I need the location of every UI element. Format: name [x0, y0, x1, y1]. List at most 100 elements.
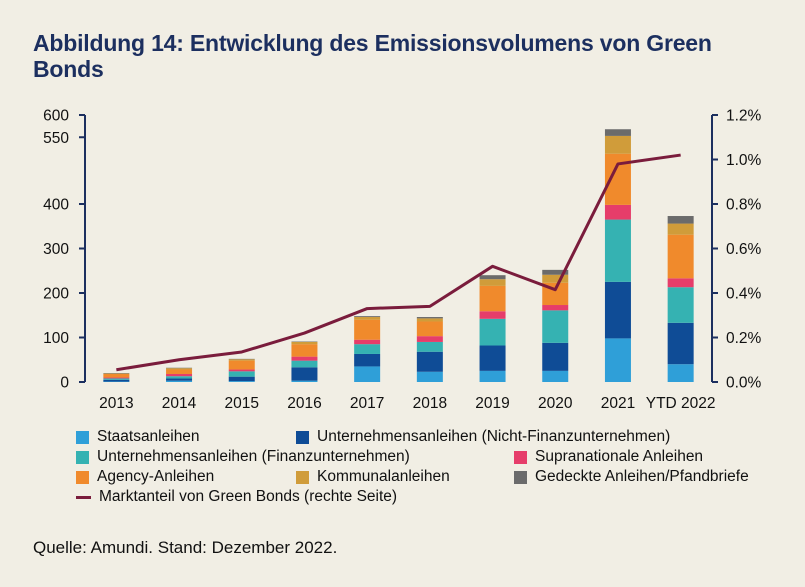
legend-label: Unternehmensanleihen (Finanzunternehmen) [97, 448, 410, 465]
bar-segment [166, 376, 193, 379]
legend-swatch [296, 430, 309, 444]
legend-swatch [76, 430, 89, 444]
legend-swatch [296, 470, 309, 484]
x-axis-tick-label: 2019 [475, 395, 509, 412]
bar-segment [542, 274, 569, 283]
chart-title: Abbildung 14: Entwicklung des Emissionsv… [33, 30, 712, 82]
right-axis-tick-label: 1.0% [726, 152, 762, 169]
legend-item-agency: Agency-Anleihen [76, 468, 214, 486]
bar-segment [416, 341, 443, 352]
legend-label: Supranationale Anleihen [535, 448, 704, 465]
bar-segment [667, 278, 694, 288]
x-axis-tick-label: 2018 [413, 395, 447, 412]
left-axis-tick-label: 400 [43, 197, 69, 214]
bar-segment [416, 318, 443, 322]
bar-segment [479, 279, 506, 286]
bar-segment [667, 287, 694, 323]
bar-segment [479, 318, 506, 346]
bar-segment [354, 366, 381, 382]
bar-segment [542, 310, 569, 343]
bar-segment [354, 344, 381, 354]
bar-segment [604, 219, 631, 282]
legend-label: Unternehmensanleihen (Nicht-Finanzuntern… [317, 428, 671, 445]
bar-segment [479, 311, 506, 319]
legend-label: Marktanteil von Green Bonds (rechte Seit… [99, 488, 398, 505]
left-axis-tick-label: 600 [43, 108, 69, 125]
bar-segment [228, 371, 255, 377]
bar-segment [291, 341, 318, 345]
legend-item-pfandbriefe: Gedeckte Anleihen/Pfandbriefe [514, 468, 749, 486]
bar-segment [291, 380, 318, 382]
legend-swatch [514, 450, 527, 464]
bar-segment [542, 305, 569, 311]
bar-segment [416, 321, 443, 337]
right-axis-tick-label: 0.6% [726, 241, 762, 258]
bar-segment [354, 339, 381, 345]
bar-segment [667, 364, 694, 382]
legend-swatch [514, 470, 527, 484]
legend-swatch [76, 470, 89, 484]
bar-segment [354, 353, 381, 367]
bar-segment [228, 369, 255, 372]
source-note: Quelle: Amundi. Stand: Dezember 2022. [33, 538, 338, 557]
bar-segment [604, 338, 631, 382]
bar-segment [228, 359, 255, 361]
bar-segment [416, 336, 443, 342]
bar-segment [228, 376, 255, 382]
bar-segment [103, 377, 130, 379]
bar-segment [542, 269, 569, 275]
bar-segment [542, 370, 569, 382]
legend-item-kommunal: Kommunalanleihen [296, 468, 450, 486]
bar-segment [291, 360, 318, 368]
bar-segment [166, 380, 193, 382]
right-axis-tick-label: 0.8% [726, 197, 762, 214]
bar-segment [416, 317, 443, 319]
bar-segment [416, 371, 443, 382]
bar-segment [604, 204, 631, 220]
left-axis-tick-label: 300 [43, 241, 69, 258]
bar-segment [103, 379, 130, 382]
bar-segment [291, 367, 318, 381]
bar-segment [479, 275, 506, 280]
x-axis-tick-label: 2015 [225, 395, 259, 412]
legend-item-staatsanleihen: Staatsanleihen [76, 428, 200, 446]
market-share-line [116, 153, 681, 372]
right-axis-tick-label: 0.2% [726, 330, 762, 347]
bar-segment [166, 369, 193, 374]
bar-segment [479, 285, 506, 312]
bar-segment [604, 129, 631, 136]
bar-segment [479, 370, 506, 382]
bar-segment [291, 344, 318, 357]
bar-segment [667, 216, 694, 224]
legend-item-supranational: Supranationale Anleihen [514, 448, 703, 466]
bar-segment [228, 381, 255, 382]
bar-segment [354, 319, 381, 340]
legend-item-marktanteil: Marktanteil von Green Bonds (rechte Seit… [76, 488, 397, 506]
bar-segment [604, 281, 631, 339]
chart-canvas: 0 100 200 300 400 550 600 0.0% 0.2% 0.4% 0.6% 0.8% 1… [43, 108, 762, 413]
bar-segment [604, 135, 631, 154]
right-axis-tick-label: 0.4% [726, 286, 762, 303]
bar-segment [542, 342, 569, 371]
right-axis-tick-label: 0.0% [726, 375, 762, 392]
legend-line-swatch [76, 495, 91, 499]
bar-segment [479, 345, 506, 371]
left-axis-tick-label: 0 [60, 375, 69, 392]
bar-segment [103, 378, 130, 380]
left-axis-tick-label: 100 [43, 330, 69, 347]
legend-item-finanz: Unternehmensanleihen (Finanzunternehmen) [76, 448, 410, 466]
bar-segment [228, 360, 255, 370]
legend-label: Kommunalanleihen [317, 468, 450, 485]
right-axis-tick-label: 1.2% [726, 108, 762, 125]
bar-segment [667, 322, 694, 365]
x-axis-tick-label: 2013 [99, 395, 133, 412]
bar-segment [416, 351, 443, 372]
legend-item-nicht-finanz: Unternehmensanleihen (Nicht-Finanzuntern… [296, 428, 670, 446]
x-axis-tick-label: 2014 [162, 395, 197, 412]
bar-segment [291, 356, 318, 361]
legend-label: Staatsanleihen [97, 428, 200, 445]
x-axis-tick-label: 2020 [538, 395, 573, 412]
legend-label: Gedeckte Anleihen/Pfandbriefe [535, 468, 749, 485]
bar-segment [354, 317, 381, 320]
left-axis-tick-label: 200 [43, 286, 69, 303]
